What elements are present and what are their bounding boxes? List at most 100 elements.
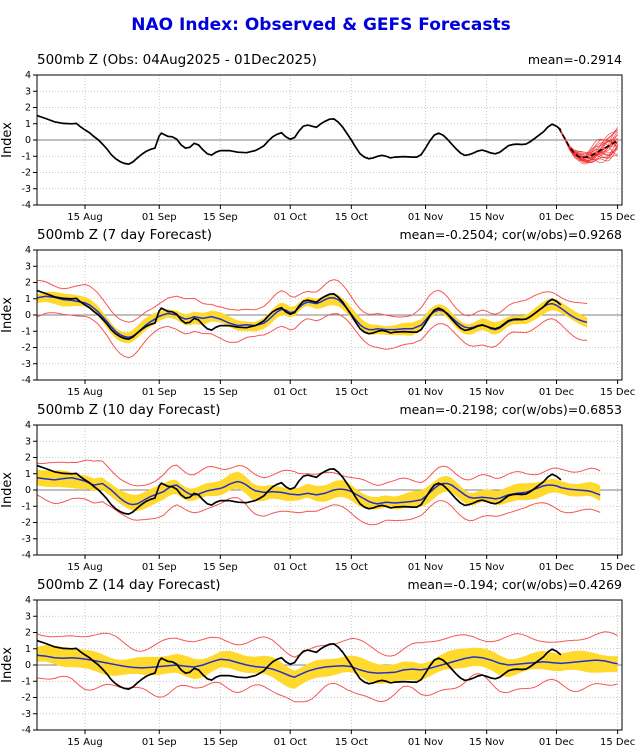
x-tick-label: 15 Aug [67,212,102,223]
x-tick-label: 15 Sep [203,387,238,398]
y-tick-label: 2 [25,453,31,464]
y-tick-label: 2 [25,278,31,289]
x-tick-label: 15 Nov [469,562,505,573]
observed-line [36,464,562,515]
grid [37,75,622,205]
panel-forecast-14day-plot: -4 -3 -2 -1 0 1 2 3 4 15 Aug 01 Sep 15 Sep 01 Oct 15 … [0,596,635,748]
y-tick-label: 4 [25,246,31,256]
x-tick-label: 01 Nov [408,562,444,573]
x-tick-label: 15 Oct [335,737,368,748]
x-tick-label: 01 Dec [539,387,574,398]
x-tick-label: 01 Oct [274,212,307,223]
x-tick-label: 15 Dec [600,387,635,398]
panel-forecast-7day-title: 500mb Z (7 day Forecast) [37,227,212,243]
y-tick-label: 1 [25,644,31,655]
x-tick-label: 15 Sep [203,562,238,573]
y-tick-label: -1 [22,151,31,162]
x-tick-label: 15 Dec [600,737,635,748]
forecast-mean-line [36,654,618,678]
forecast-mean-line [36,477,601,506]
panel-forecast-10day-stats: mean=-0.2198; cor(w/obs)=0.6853 [399,402,622,417]
panel-forecast-7day-plot: -4 -3 -2 -1 0 1 2 3 4 15 Aug 01 Sep 15 Sep 01 Oct 15 … [0,246,635,398]
x-tick-label: 01 Sep [142,737,177,748]
ensemble-mean-dashed-line [557,127,619,159]
panel-forecast-14day: 500mb Z (14 day Forecast) mean=-0.194; c… [0,575,642,750]
x-tick-label: 15 Oct [335,212,368,223]
y-tick-label: 0 [25,135,31,146]
y-tick-label: 1 [25,294,31,305]
panel-observed-header: 500mb Z (Obs: 04Aug2025 - 01Dec2025) mea… [37,52,622,68]
y-tick-label: 3 [25,436,31,447]
x-tick-label: 15 Dec [600,562,635,573]
x-tick-label: 15 Aug [67,562,102,573]
observed-line [36,114,562,165]
envelope-max-line [36,279,588,323]
y-tick-label: -2 [22,518,31,529]
y-tick-label: 4 [25,421,31,431]
y-tick-label: 3 [25,86,31,97]
x-tick-label: 15 Nov [469,737,505,748]
x-tick-label: 01 Nov [408,387,444,398]
panel-forecast-10day-header: 500mb Z (10 day Forecast) mean=-0.2198; … [37,402,622,418]
axes-frame: -4 -3 -2 -1 0 1 2 3 4 15 Aug 01 Sep 15 Sep 01 Oct 15 … [0,71,635,223]
y-axis-label: Index [0,297,15,333]
x-tick-label: 01 Dec [539,212,574,223]
x-tick-label: 15 Nov [469,212,505,223]
spread-band [37,469,601,512]
y-axis-label: Index [0,472,15,508]
ensemble-member-line [560,132,618,164]
y-tick-label: 3 [25,611,31,622]
axes-frame: -4 -3 -2 -1 0 1 2 3 4 15 Aug 01 Sep 15 Sep 01 Oct 15 … [0,421,635,573]
panel-forecast-14day-stats: mean=-0.194; cor(w/obs)=0.4269 [407,577,622,592]
y-axis-label: Index [0,122,15,158]
page-title: NAO Index: Observed & GEFS Forecasts [131,15,511,35]
envelope-min-line [36,494,601,526]
y-tick-label: 1 [25,469,31,480]
axes-frame: -4 -3 -2 -1 0 1 2 3 4 15 Aug 01 Sep 15 Sep 01 Oct 15 … [0,246,635,398]
y-tick-label: -2 [22,168,31,179]
x-tick-label: 01 Dec [539,562,574,573]
panel-observed-plot: -4 -3 -2 -1 0 1 2 3 4 15 Aug 01 Sep 15 Sep 01 Oct 15 … [0,71,635,223]
x-tick-label: 15 Sep [203,212,238,223]
x-tick-label: 15 Oct [335,387,368,398]
x-tick-label: 15 Nov [469,387,505,398]
x-tick-label: 01 Oct [274,737,307,748]
observed-line [36,289,562,340]
y-tick-label: 3 [25,261,31,272]
x-tick-label: 01 Nov [408,737,444,748]
y-tick-label: -4 [22,550,31,561]
y-tick-label: -1 [22,326,31,337]
panel-forecast-14day-title: 500mb Z (14 day Forecast) [37,577,221,593]
x-tick-label: 15 Aug [67,737,102,748]
x-tick-label: 01 Dec [539,737,574,748]
axes-frame: -4 -3 -2 -1 0 1 2 3 4 15 Aug 01 Sep 15 Sep 01 Oct 15 … [0,596,635,748]
panel-observed: 500mb Z (Obs: 04Aug2025 - 01Dec2025) mea… [0,50,642,225]
y-tick-label: -3 [22,709,31,720]
x-tick-label: 15 Aug [67,387,102,398]
y-tick-label: 1 [25,119,31,130]
y-tick-label: -3 [22,534,31,545]
x-tick-label: 15 Oct [335,562,368,573]
y-tick-label: -3 [22,359,31,370]
y-tick-label: 2 [25,628,31,639]
x-tick-label: 15 Sep [203,737,238,748]
y-tick-label: 2 [25,103,31,114]
y-tick-label: 0 [25,485,31,496]
x-tick-label: 01 Sep [142,562,177,573]
y-tick-label: -2 [22,693,31,704]
panel-forecast-7day-header: 500mb Z (7 day Forecast) mean=-0.2504; c… [37,227,622,243]
panel-forecast-10day-title: 500mb Z (10 day Forecast) [37,402,221,418]
ensemble-members [560,127,618,165]
x-tick-label: 01 Oct [274,387,307,398]
x-tick-label: 15 Dec [600,212,635,223]
panel-observed-stats: mean=-0.2914 [527,52,622,67]
y-tick-label: 0 [25,310,31,321]
ensemble-member-line [560,130,618,159]
panel-forecast-7day-stats: mean=-0.2504; cor(w/obs)=0.9268 [399,227,622,242]
y-tick-label: -4 [22,375,31,386]
panel-forecast-7day: 500mb Z (7 day Forecast) mean=-0.2504; c… [0,225,642,400]
envelope-min-line [36,673,618,703]
envelope-min-line [36,312,588,359]
y-tick-label: -1 [22,501,31,512]
